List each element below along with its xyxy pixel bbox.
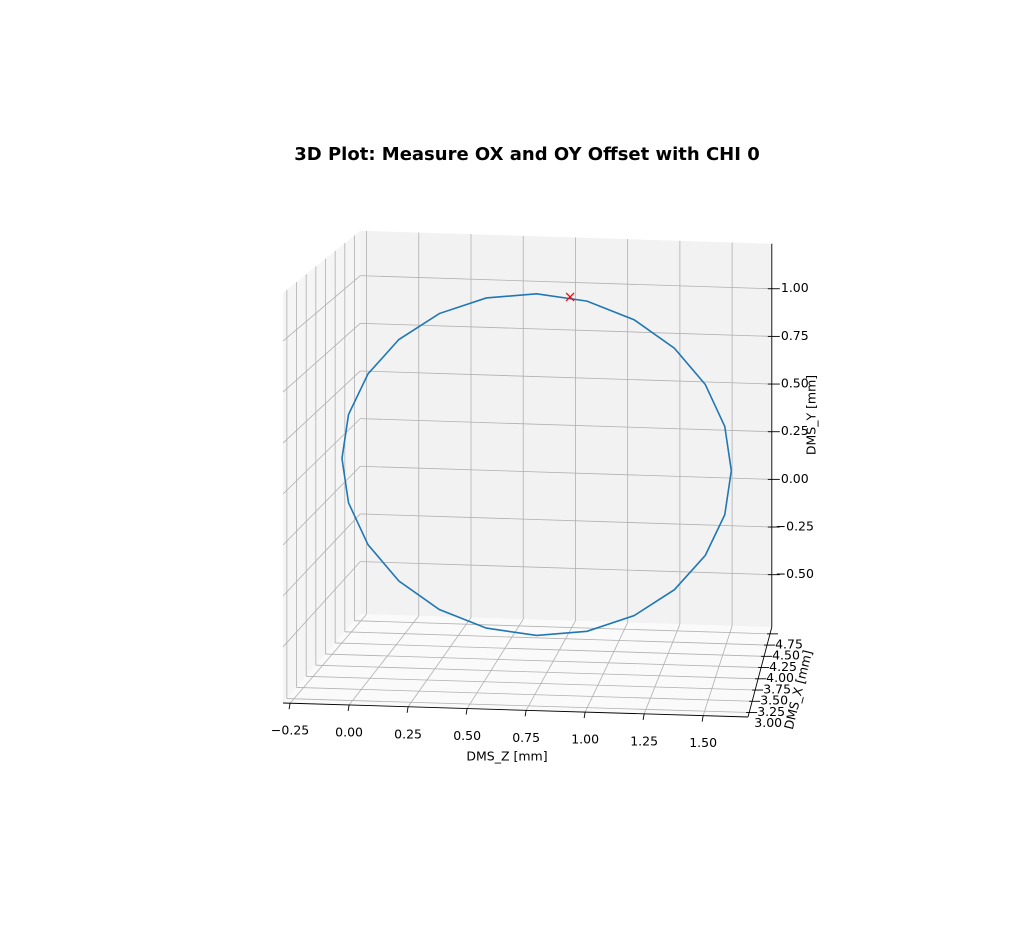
z-tick-label: 3.75 xyxy=(763,681,791,696)
grid-line xyxy=(296,687,753,702)
line xyxy=(341,292,733,637)
y-tick-label: 1.00 xyxy=(781,280,809,295)
grid-line xyxy=(360,513,772,528)
grid-line xyxy=(360,418,772,433)
x-tick xyxy=(701,715,704,722)
marks xyxy=(341,292,733,637)
z-tick-label: 4.75 xyxy=(775,636,803,651)
back-pane xyxy=(360,230,772,628)
grid-line xyxy=(344,631,768,646)
z-tick-label: 3.25 xyxy=(757,704,785,719)
grid-line xyxy=(354,620,771,635)
x-tick-label: 1.00 xyxy=(571,732,599,747)
grid-line xyxy=(360,275,772,290)
grid-line xyxy=(282,275,361,342)
y-tick-label: −0.50 xyxy=(776,566,814,581)
grid-line xyxy=(407,617,472,707)
x-tick xyxy=(406,706,409,713)
grid-line xyxy=(525,620,576,711)
grid-line xyxy=(348,615,420,706)
grid-line xyxy=(335,642,765,657)
x-tick xyxy=(288,703,291,710)
grid-line xyxy=(360,561,772,576)
grid-line xyxy=(286,698,750,713)
x-tick-label: 0.00 xyxy=(335,724,363,739)
floor-pane xyxy=(283,614,772,717)
x-axis-title: DMS_Z [mm] xyxy=(466,749,547,764)
y-tick-label: −0.25 xyxy=(776,519,814,534)
grid-line xyxy=(282,561,361,648)
x-tick-label: 0.75 xyxy=(512,730,540,745)
y-tick-label: 0.75 xyxy=(781,328,809,343)
x-tick xyxy=(465,708,468,715)
grid-line xyxy=(282,465,361,546)
grid-line xyxy=(306,675,756,691)
marker xyxy=(565,292,575,302)
z-tick-label: 3.00 xyxy=(754,715,782,730)
grid-line xyxy=(643,624,681,715)
grid-line xyxy=(325,653,762,668)
grid-line xyxy=(466,618,524,709)
grid-line xyxy=(584,622,629,713)
x-tick xyxy=(642,713,645,720)
y-axis-title: DMS_Y [mm] xyxy=(804,375,819,455)
z-tick-label: 4.25 xyxy=(769,659,797,674)
z-axis-line xyxy=(747,626,773,718)
x-tick-label: −0.25 xyxy=(271,723,309,738)
y-tick-label: 0.25 xyxy=(781,423,809,438)
grid-line xyxy=(360,465,772,480)
grid-line xyxy=(282,513,361,597)
y-tick-label: 0.50 xyxy=(781,376,809,391)
grid-line xyxy=(282,418,361,495)
x-tick xyxy=(347,704,350,712)
z-tick-label: 4.00 xyxy=(766,670,794,685)
x-tick xyxy=(524,710,527,717)
z-tick-label: 4.50 xyxy=(772,648,800,663)
z-tick-label: 3.50 xyxy=(760,693,788,708)
x-axis-line xyxy=(282,702,749,718)
grid-line xyxy=(289,613,367,704)
grid-line xyxy=(282,323,361,393)
x-tick-label: 0.50 xyxy=(453,728,481,743)
x-tick xyxy=(583,712,586,719)
grid-line xyxy=(702,625,733,716)
y-tick-label: 0.00 xyxy=(781,471,809,486)
grid-line xyxy=(315,664,759,680)
x-tick-label: 1.25 xyxy=(630,733,658,748)
grid-line xyxy=(360,322,772,337)
left-pane xyxy=(283,230,361,704)
panes xyxy=(283,230,772,717)
chart-title: 3D Plot: Measure OX and OY Offset with C… xyxy=(294,144,759,165)
axes: −0.25 0.00 0.25 0.50 0.75 1.00 1.25 1.50 −0.50 −0… xyxy=(271,243,814,750)
grid-line xyxy=(282,370,361,444)
x-tick-label: 1.50 xyxy=(689,735,717,750)
x-tick-label: 0.25 xyxy=(394,726,422,741)
